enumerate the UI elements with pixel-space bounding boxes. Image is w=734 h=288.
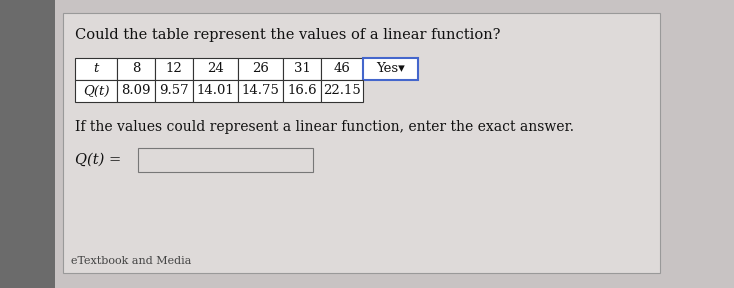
Bar <box>668 0 734 288</box>
Text: 24: 24 <box>207 62 224 75</box>
Text: t: t <box>93 62 98 75</box>
Text: 8.09: 8.09 <box>121 84 150 98</box>
Bar <box>283 58 321 80</box>
Bar <box>0 0 55 288</box>
Text: Could the table represent the values of a linear function?: Could the table represent the values of … <box>75 28 501 42</box>
Bar <box>75 80 117 102</box>
Bar <box>283 80 321 102</box>
Text: 22.15: 22.15 <box>323 84 361 98</box>
Text: Q(t) =: Q(t) = <box>75 153 121 167</box>
Text: Q(t): Q(t) <box>83 84 109 98</box>
Text: 16.6: 16.6 <box>287 84 317 98</box>
Text: 9.57: 9.57 <box>159 84 189 98</box>
Bar <box>238 80 283 102</box>
Text: 31: 31 <box>294 62 310 75</box>
Text: 46: 46 <box>333 62 350 75</box>
Text: 8: 8 <box>132 62 140 75</box>
Bar <box>321 58 363 80</box>
Bar <box>138 148 313 172</box>
Bar <box>321 80 363 102</box>
Text: 14.01: 14.01 <box>197 84 234 98</box>
Text: Yes▾: Yes▾ <box>376 62 405 75</box>
Bar <box>63 13 660 273</box>
Text: eTextbook and Media: eTextbook and Media <box>71 256 192 266</box>
Bar <box>117 80 155 102</box>
Bar <box>155 58 193 80</box>
Text: 26: 26 <box>252 62 269 75</box>
Bar <box>193 58 238 80</box>
Text: 12: 12 <box>166 62 182 75</box>
Bar <box>238 58 283 80</box>
Bar <box>117 58 155 80</box>
Text: 14.75: 14.75 <box>241 84 280 98</box>
Bar <box>363 58 418 80</box>
Text: If the values could represent a linear function, enter the exact answer.: If the values could represent a linear f… <box>75 120 574 134</box>
Bar <box>75 58 117 80</box>
Bar <box>193 80 238 102</box>
Bar <box>155 80 193 102</box>
